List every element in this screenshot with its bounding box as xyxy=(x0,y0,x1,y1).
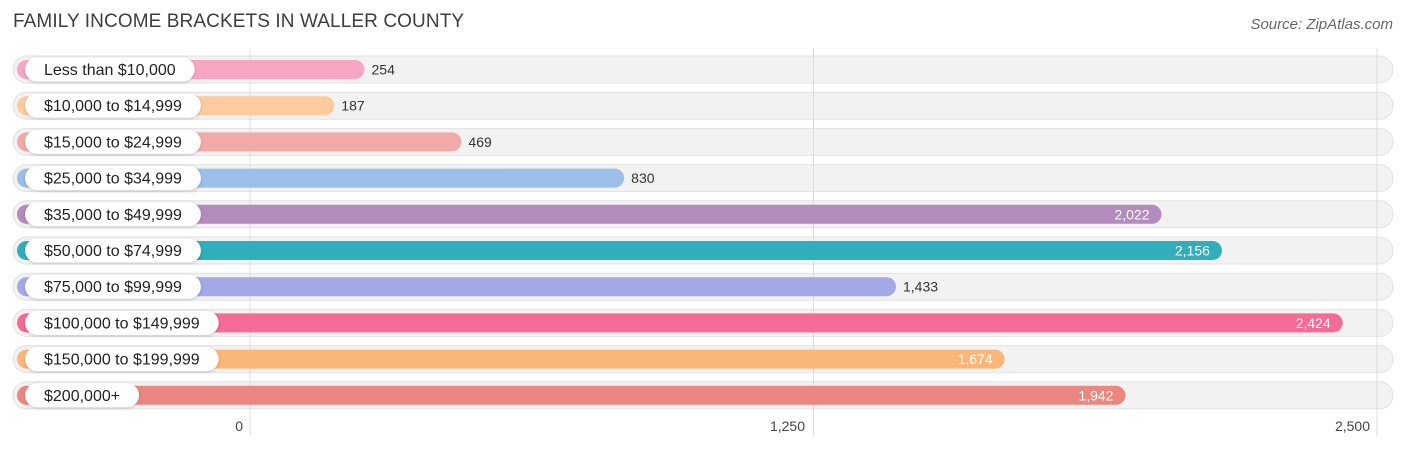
category-label-pill xyxy=(25,202,201,227)
category-label-pill xyxy=(25,93,201,118)
category-label: $35,000 to $49,999 xyxy=(44,207,182,224)
rows-layer: Less than $10,000 254 $10,000 to $14,999 18… xyxy=(17,57,1343,408)
category-label: Less than $10,000 xyxy=(44,62,176,79)
bar-row: $10,000 to $14,999 187 xyxy=(17,93,365,118)
value-label: 830 xyxy=(631,170,655,186)
category-label-pill xyxy=(25,166,201,191)
x-tick-label: 1,250 xyxy=(770,418,805,434)
category-label: $15,000 to $24,999 xyxy=(44,134,182,151)
bar-row: $75,000 to $99,999 1,433 xyxy=(17,274,938,299)
bar-row: $150,000 to $199,999 1,674 xyxy=(17,347,1005,372)
value-label: 1,674 xyxy=(958,351,993,367)
value-label: 254 xyxy=(372,62,396,78)
bar xyxy=(17,313,1343,333)
category-label-pill xyxy=(25,238,201,263)
value-label: 1,433 xyxy=(903,279,938,295)
value-label: 2,022 xyxy=(1114,206,1149,222)
category-label: $200,000+ xyxy=(44,388,120,405)
row-track xyxy=(12,91,1394,120)
bar-row: $35,000 to $49,999 2,022 xyxy=(17,202,1162,227)
bar-row: $50,000 to $74,999 2,156 xyxy=(17,238,1222,263)
value-label: 2,156 xyxy=(1175,243,1210,259)
bar-row: $100,000 to $149,999 2,424 xyxy=(17,310,1343,335)
category-label-pill xyxy=(25,57,195,82)
value-label: 187 xyxy=(341,98,365,114)
category-label: $25,000 to $34,999 xyxy=(44,171,182,188)
category-label: $10,000 to $14,999 xyxy=(44,98,182,115)
category-label-pill xyxy=(25,129,201,154)
category-label-pill xyxy=(25,310,219,335)
x-axis-ticks: 0 1,250 2,500 xyxy=(235,418,1370,434)
bar-row: $25,000 to $34,999 830 xyxy=(17,166,655,191)
category-label: $150,000 to $199,999 xyxy=(44,352,200,369)
category-label-pill xyxy=(25,383,140,408)
bar-row: Less than $10,000 254 xyxy=(17,57,396,82)
bar xyxy=(17,385,1126,405)
x-tick-label: 2,500 xyxy=(1335,418,1370,434)
bar-row: $200,000+ 1,942 xyxy=(17,383,1126,408)
value-label: 2,424 xyxy=(1296,315,1331,331)
category-label-pill xyxy=(25,347,219,372)
category-label: $50,000 to $74,999 xyxy=(44,243,182,260)
bar xyxy=(17,349,1005,369)
bar xyxy=(17,204,1162,224)
x-tick-label: 0 xyxy=(235,418,243,434)
bar xyxy=(17,277,896,297)
category-label-pill xyxy=(25,274,201,299)
value-label: 1,942 xyxy=(1078,387,1113,403)
category-label: $100,000 to $149,999 xyxy=(44,315,200,332)
source-note: Source: ZipAtlas.com xyxy=(1250,16,1393,33)
bar xyxy=(17,241,1222,260)
bar-row: $15,000 to $24,999 469 xyxy=(17,129,492,154)
category-label: $75,000 to $99,999 xyxy=(44,279,182,296)
chart-title: FAMILY INCOME BRACKETS IN WALLER COUNTY xyxy=(13,11,465,32)
value-label: 469 xyxy=(468,134,492,150)
